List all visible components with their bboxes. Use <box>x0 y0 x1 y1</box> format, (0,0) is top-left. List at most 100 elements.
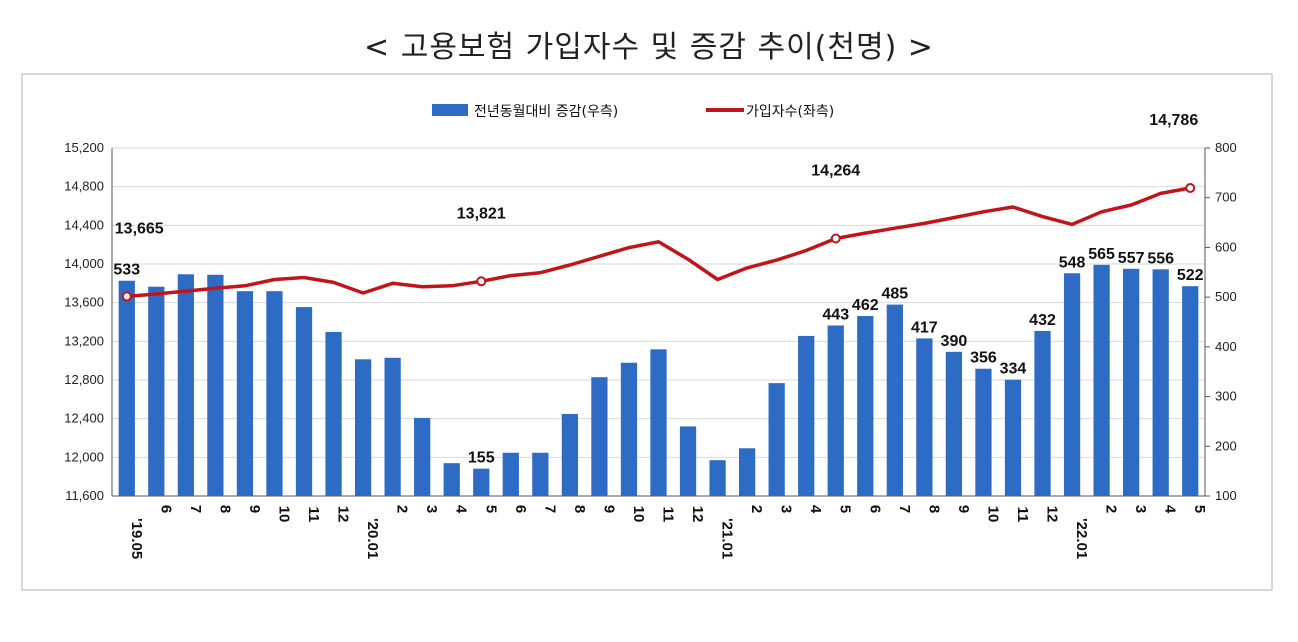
bar <box>1152 269 1169 496</box>
bar <box>502 452 519 496</box>
bar <box>591 377 608 496</box>
y-left-tick-label: 12,800 <box>64 372 104 387</box>
x-tick-label: 7 <box>896 505 913 513</box>
x-tick-label: 7 <box>187 505 204 513</box>
x-tick-label: 9 <box>600 505 617 513</box>
bar <box>857 316 874 496</box>
y-right-tick-label: 800 <box>1215 140 1237 155</box>
bar <box>207 274 224 496</box>
bar-data-label: 522 <box>1177 267 1204 284</box>
bar <box>679 426 697 496</box>
bar-data-label: 565 <box>1088 246 1115 263</box>
x-tick-label: 4 <box>453 505 470 514</box>
bar-data-label: 417 <box>911 319 938 336</box>
x-tick-label: 4 <box>1162 505 1179 514</box>
bar <box>945 351 963 496</box>
line-data-label: 13,821 <box>457 205 506 222</box>
x-tick-label: 10 <box>984 506 1001 523</box>
bar <box>975 368 992 496</box>
x-tick-label: 9 <box>246 505 263 513</box>
y-left-tick-label: 13,600 <box>64 295 104 310</box>
y-right-tick-label: 700 <box>1215 190 1237 205</box>
bar-data-label: 390 <box>941 333 968 350</box>
bar <box>414 417 431 496</box>
bar-data-label: 462 <box>852 297 879 314</box>
bar <box>473 468 490 496</box>
x-tick-label: 3 <box>1132 505 1149 513</box>
bars <box>118 264 1199 496</box>
x-tick-label: '21.01 <box>719 518 736 559</box>
y-left-tick-label: 12,400 <box>64 411 104 426</box>
y-left-tick-label: 12,000 <box>64 449 104 464</box>
y-left-tick-label: 15,200 <box>64 140 104 155</box>
bar-data-label: 334 <box>1000 361 1027 378</box>
x-tick-label: 10 <box>275 506 292 523</box>
bar <box>266 291 283 496</box>
bar <box>384 357 401 496</box>
bar-data-label: 556 <box>1147 250 1174 267</box>
line-series <box>121 183 1196 302</box>
bar <box>354 359 372 496</box>
bar <box>827 325 844 496</box>
bar <box>1034 330 1051 496</box>
x-tick-label: 2 <box>748 505 765 513</box>
bar <box>1182 286 1199 496</box>
chart-frame <box>21 73 1273 591</box>
y-right-tick-label: 200 <box>1215 438 1237 453</box>
bar-data-label: 443 <box>822 306 849 323</box>
chart-title: < 고용보험 가입자수 및 증감 추이(천명) > <box>364 30 934 65</box>
x-tick-label: 12 <box>1044 506 1061 523</box>
bar <box>148 286 165 496</box>
x-tick-label: 11 <box>1014 507 1031 523</box>
y-right-tick-label: 500 <box>1215 289 1237 304</box>
bar <box>1123 268 1140 496</box>
x-tick-label: 8 <box>571 505 588 513</box>
x-tick-label: 2 <box>394 505 411 513</box>
bar-data-label: 533 <box>113 262 140 279</box>
x-tick-label: 6 <box>866 505 883 513</box>
bar <box>1004 379 1022 496</box>
bar <box>295 307 313 496</box>
y-left-tick-label: 14,000 <box>64 256 104 271</box>
y-left-tick-label: 11,600 <box>65 488 104 503</box>
bar <box>620 362 638 496</box>
x-tick-label: 5 <box>1191 505 1208 513</box>
bar <box>916 338 933 496</box>
bar <box>177 274 194 496</box>
bar <box>886 304 903 496</box>
x-tick-label: 9 <box>955 505 972 513</box>
bar <box>443 463 460 496</box>
bar-data-label: 485 <box>881 286 908 303</box>
legend-bar-label: 전년동월대비 증감(우측) <box>474 104 618 120</box>
y-left-tick-label: 14,800 <box>64 179 104 194</box>
bar-data-label: 155 <box>468 450 495 467</box>
y-right-tick-label: 600 <box>1215 239 1237 254</box>
bar-data-label: 432 <box>1029 312 1056 329</box>
x-tick-label: 5 <box>482 505 499 513</box>
legend-line-label: 가입자수(좌측) <box>746 104 834 120</box>
x-tick-label: 12 <box>335 506 352 523</box>
bar-data-label: 548 <box>1059 254 1086 271</box>
bar <box>798 335 815 496</box>
bar <box>325 331 342 496</box>
line-marker <box>830 233 841 244</box>
bar-data-label: 557 <box>1118 250 1145 267</box>
line-marker <box>1185 183 1196 194</box>
x-tick-label: 3 <box>423 505 440 513</box>
line-data-label: 13,665 <box>115 220 164 237</box>
x-tick-label: 6 <box>512 505 529 513</box>
bar <box>118 280 135 496</box>
bar <box>1093 264 1110 496</box>
x-tick-label: 11 <box>305 507 322 523</box>
bar <box>768 383 785 496</box>
x-tick-label: 11 <box>660 507 677 523</box>
y-right-tick-label: 300 <box>1215 389 1237 404</box>
bar <box>561 413 579 496</box>
bar <box>650 349 667 496</box>
bar <box>236 291 254 496</box>
line-data-label: 14,786 <box>1149 112 1198 129</box>
legend: 전년동월대비 증감(우측) 가입자수(좌측) <box>432 104 834 120</box>
x-tick-label: 12 <box>689 506 706 523</box>
x-tick-label: '20.01 <box>364 518 381 559</box>
